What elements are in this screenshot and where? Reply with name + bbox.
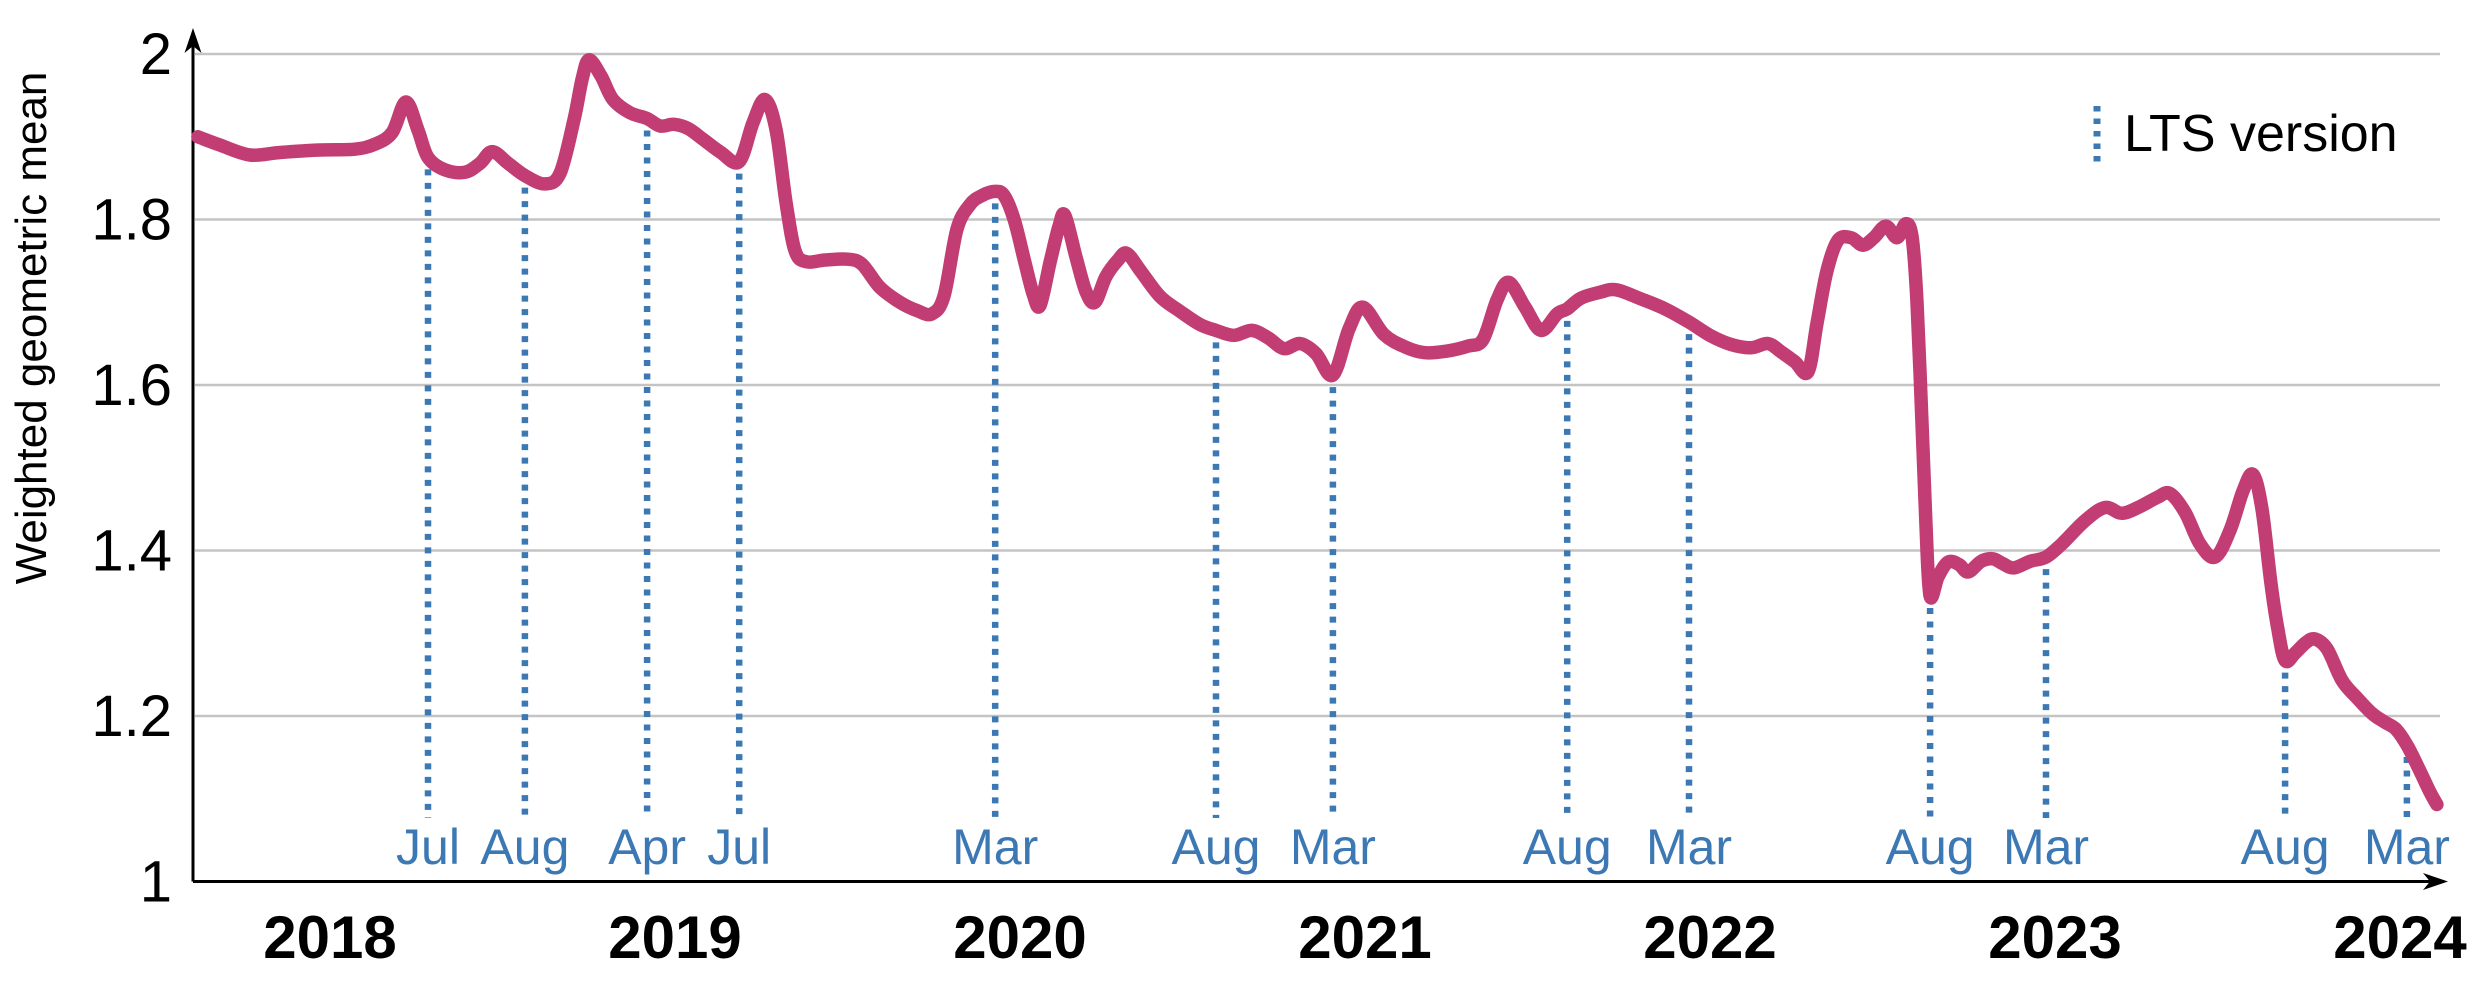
y-axis-arrow-icon [184, 28, 202, 53]
lts-label-8: Mar [1646, 819, 1732, 875]
y-axis-title: Weighted geometric mean [7, 72, 56, 585]
x-axis-arrow-icon [2423, 873, 2448, 890]
series-path [191, 53, 2444, 812]
lts-label-1: Aug [480, 819, 569, 875]
series-group [191, 53, 2444, 812]
lts-label-6: Mar [1290, 819, 1376, 875]
x-tick-label-2024: 2024 [2333, 904, 2467, 971]
lts-label-10: Mar [2003, 819, 2089, 875]
lts-label-7: Aug [1523, 819, 1612, 875]
y-tick-label-1.8: 1.8 [91, 188, 172, 253]
lts-label-4: Mar [952, 819, 1038, 875]
y-tick-label-1.2: 1.2 [91, 684, 172, 749]
lts-label-2: Apr [608, 819, 686, 875]
legend: LTS version [2093, 105, 2398, 168]
lts-label-11: Aug [2241, 819, 2330, 875]
x-tick-label-2021: 2021 [1298, 904, 1431, 971]
lts-label-0: Jul [396, 819, 460, 875]
lts-label-3: Jul [707, 819, 771, 875]
lts-markers: Jul Aug Apr Jul Mar Aug Mar Aug Mar Aug Mar Aug Mar [396, 130, 2450, 875]
y-tick-labels: 1 1.2 1.4 1.6 1.8 2 [91, 22, 172, 915]
y-tick-label-1.4: 1.4 [91, 519, 172, 584]
y-tick-label-1: 1 [140, 850, 172, 915]
x-tick-label-2020: 2020 [953, 904, 1086, 971]
gridlines [195, 52, 2440, 718]
x-tick-label-2023: 2023 [1988, 904, 2121, 971]
x-tick-label-2022: 2022 [1643, 904, 1776, 971]
lts-label-5: Aug [1172, 819, 1261, 875]
lts-label-9: Aug [1886, 819, 1975, 875]
x-tick-labels: 2018 2019 2020 2021 2022 2023 2024 [263, 904, 2467, 971]
y-tick-label-1.6: 1.6 [91, 353, 172, 418]
y-tick-label-2: 2 [140, 22, 172, 87]
x-tick-label-2018: 2018 [263, 904, 396, 971]
x-tick-label-2019: 2019 [608, 904, 741, 971]
lts-label-12: Mar [2364, 819, 2450, 875]
axes [184, 28, 2448, 890]
legend-label: LTS version [2124, 105, 2398, 163]
